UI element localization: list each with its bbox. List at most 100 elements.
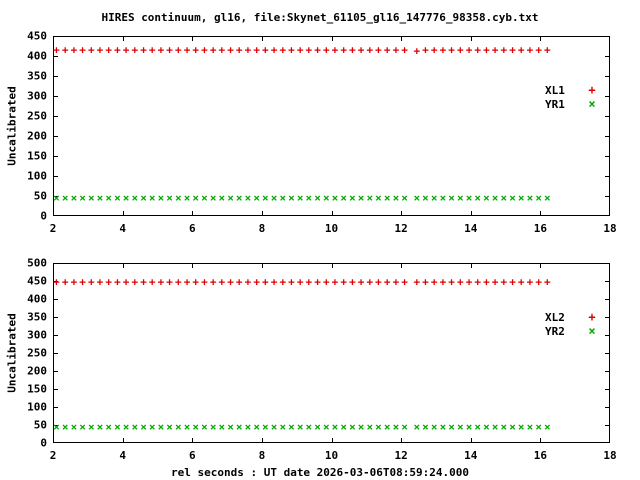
y-tick-mark bbox=[53, 281, 58, 282]
data-point-marker: + bbox=[114, 275, 121, 289]
data-point-marker: × bbox=[526, 420, 534, 434]
data-point-marker: + bbox=[192, 275, 200, 289]
data-point-marker: × bbox=[244, 420, 252, 434]
data-point-marker: + bbox=[375, 43, 382, 57]
data-point-marker: + bbox=[526, 275, 534, 289]
data-point-marker: + bbox=[201, 43, 208, 57]
x-tick-mark-top bbox=[401, 36, 403, 41]
data-point-marker: × bbox=[288, 191, 295, 205]
data-point-marker: + bbox=[53, 275, 60, 289]
y-tick-label: 350 bbox=[27, 69, 47, 83]
data-point-marker: × bbox=[183, 191, 191, 205]
y-tick-label: 0 bbox=[40, 209, 47, 223]
x-tick-mark-top bbox=[192, 36, 194, 41]
legend-symbol-xl1: + bbox=[588, 83, 596, 97]
data-point-marker: + bbox=[314, 43, 321, 57]
y-tick-mark bbox=[53, 389, 58, 390]
data-point-marker: × bbox=[87, 420, 95, 434]
data-point-marker: + bbox=[474, 275, 482, 289]
legend-label-xl1: XL1 bbox=[545, 84, 565, 97]
data-point-marker: × bbox=[79, 420, 86, 434]
data-point-marker: + bbox=[357, 275, 365, 289]
x-tick-mark-top bbox=[331, 263, 333, 268]
data-point-marker: + bbox=[288, 275, 295, 289]
data-point-marker: × bbox=[509, 420, 516, 434]
data-point-marker: + bbox=[70, 43, 78, 57]
data-point-marker: + bbox=[456, 275, 464, 289]
y-tick-mark bbox=[53, 76, 58, 77]
x-tick-label: 12 bbox=[394, 449, 408, 462]
y-tick-mark-right bbox=[605, 136, 610, 137]
y-tick-mark-right bbox=[605, 335, 610, 336]
data-point-marker: + bbox=[262, 275, 269, 289]
y-tick-label: 350 bbox=[27, 310, 47, 324]
y-tick-mark-right bbox=[605, 36, 610, 37]
y-tick-label: 300 bbox=[27, 89, 47, 103]
data-point-marker: × bbox=[192, 191, 200, 205]
data-point-marker: × bbox=[227, 420, 234, 434]
data-point-marker: × bbox=[340, 191, 347, 205]
y-tick-label: 450 bbox=[27, 274, 47, 288]
data-point-marker: × bbox=[491, 420, 499, 434]
data-point-marker: × bbox=[375, 191, 382, 205]
y-tick-mark-right bbox=[605, 371, 610, 372]
x-tick-label: 16 bbox=[533, 222, 547, 235]
data-point-marker: + bbox=[366, 43, 374, 57]
y-tick-mark-right bbox=[605, 353, 610, 354]
y-tick-mark bbox=[53, 335, 58, 336]
legend-symbol-xl2: + bbox=[588, 310, 596, 324]
x-tick-mark bbox=[470, 438, 472, 443]
x-tick-label: 18 bbox=[603, 222, 617, 235]
x-tick-mark bbox=[122, 438, 124, 443]
data-point-marker: × bbox=[235, 420, 243, 434]
x-tick-label: 8 bbox=[258, 222, 266, 235]
x-tick-mark-top bbox=[122, 263, 124, 268]
data-point-marker: + bbox=[483, 275, 490, 289]
data-point-marker: + bbox=[544, 275, 551, 289]
data-point-marker: × bbox=[392, 191, 400, 205]
data-point-marker: + bbox=[430, 43, 438, 57]
y-tick-mark bbox=[53, 317, 58, 318]
data-point-marker: × bbox=[148, 420, 156, 434]
x-tick-mark-top bbox=[261, 36, 263, 41]
data-point-marker: × bbox=[544, 191, 551, 205]
data-point-marker: × bbox=[61, 420, 69, 434]
y-tick-mark-right bbox=[605, 281, 610, 282]
data-point-marker: + bbox=[148, 275, 156, 289]
y-tick-mark-right bbox=[605, 263, 610, 264]
data-point-marker: + bbox=[392, 275, 400, 289]
data-point-marker: + bbox=[535, 275, 542, 289]
data-point-marker: × bbox=[244, 191, 252, 205]
y-tick-mark-right bbox=[605, 407, 610, 408]
y-tick-mark-right bbox=[605, 76, 610, 77]
data-point-marker: + bbox=[500, 275, 508, 289]
x-tick-label: 14 bbox=[464, 222, 478, 235]
data-point-marker: + bbox=[79, 275, 86, 289]
figure-title: HIRES continuum, gl16, file:Skynet_61105… bbox=[101, 11, 539, 24]
plot-area-bottom: + + + + + + + + + + + + + + + + + + + + + + + + + + + + + + + + + + + + + + + +… bbox=[53, 263, 610, 443]
data-point-marker: + bbox=[131, 43, 139, 57]
y-tick-mark-right bbox=[605, 56, 610, 57]
data-point-marker: + bbox=[270, 275, 278, 289]
x-tick-mark-top bbox=[540, 36, 542, 41]
plot-panel-bottom: + + + + + + + + + + + + + + + + + + + + + + + + + + + + + + + + + + + + + + + +… bbox=[53, 263, 610, 443]
data-point-marker: + bbox=[227, 43, 234, 57]
data-point-marker: + bbox=[53, 43, 60, 57]
data-point-marker: × bbox=[401, 420, 408, 434]
data-point-marker: × bbox=[131, 420, 139, 434]
data-point-marker: × bbox=[122, 420, 130, 434]
data-point-marker: + bbox=[500, 43, 508, 57]
y-tick-mark-right bbox=[605, 116, 610, 117]
x-tick-mark-top bbox=[261, 263, 263, 268]
y-tick-mark-right bbox=[605, 196, 610, 197]
data-point-marker: × bbox=[366, 191, 374, 205]
data-point-marker: × bbox=[509, 191, 516, 205]
data-point-marker: + bbox=[61, 275, 69, 289]
y-tick-label: 450 bbox=[27, 29, 47, 43]
data-point-marker: + bbox=[430, 275, 438, 289]
data-point-marker: + bbox=[366, 275, 374, 289]
data-point-marker: + bbox=[175, 275, 182, 289]
data-point-marker: + bbox=[244, 275, 252, 289]
y-tick-label: 50 bbox=[33, 418, 47, 432]
data-point-marker: × bbox=[366, 420, 374, 434]
